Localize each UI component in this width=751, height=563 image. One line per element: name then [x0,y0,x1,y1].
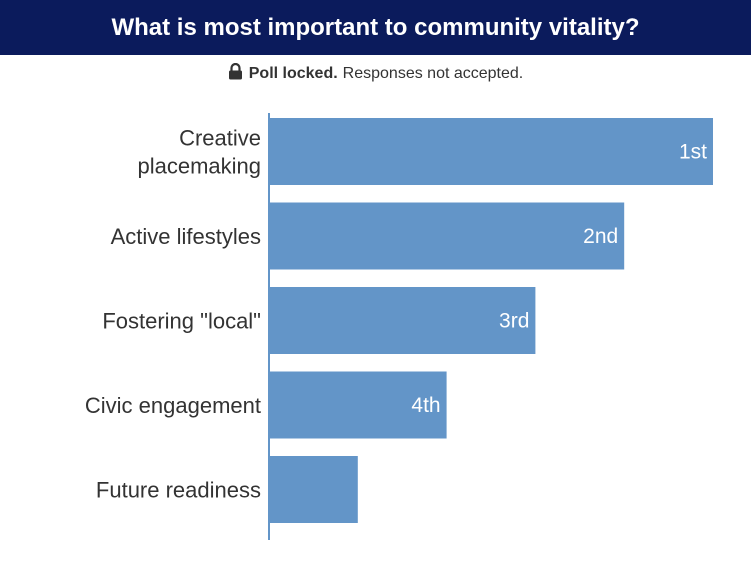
category-label-0-line-1: placemaking [137,154,261,179]
poll-title-bar: What is most important to community vita… [0,0,751,55]
poll-title: What is most important to community vita… [111,13,640,41]
status-text: Responses not accepted. [342,65,524,82]
bar-4 [269,456,358,523]
category-label-2: Fostering "local" [102,309,261,334]
category-label-4: Future readiness [96,478,261,503]
bar-data-label-1: 2nd [583,225,618,248]
lock-icon [228,62,243,85]
bar-1 [269,202,625,270]
status-strong: Poll locked. [248,65,338,82]
bar-data-label-3: 4th [411,394,440,417]
category-label-0-line-0: Creative [179,126,261,151]
poll-status: Poll locked. Responses not accepted. [0,62,751,86]
bar-data-label-0: 1st [679,141,707,164]
category-label-3: Civic engagement [85,393,261,418]
bar-0 [269,118,713,185]
category-label-1: Active lifestyles [111,224,261,249]
bar-data-label-2: 3rd [499,310,529,333]
bar-2 [269,287,536,354]
bar-3 [269,371,447,439]
